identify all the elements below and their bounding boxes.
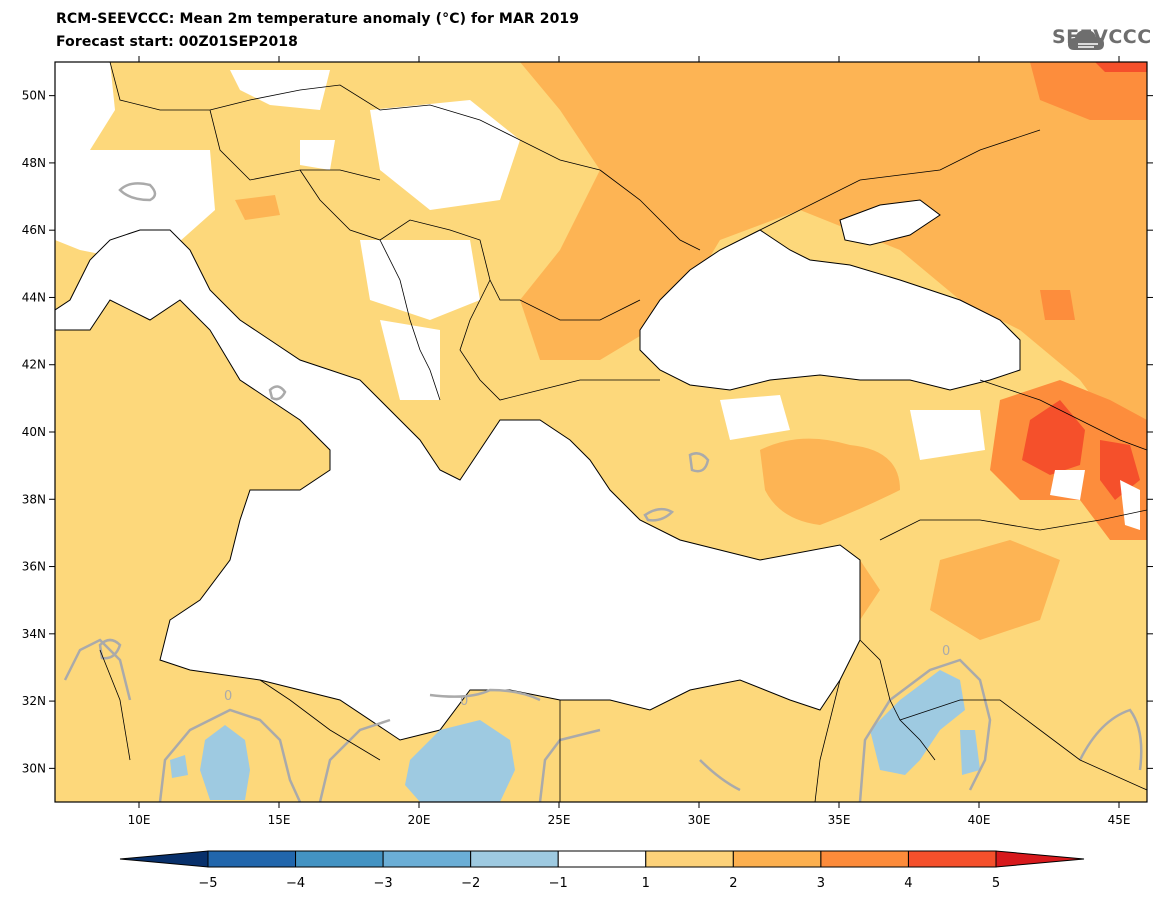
colorbar-label: 2 [729,876,737,891]
contour-label: 0 [460,694,468,709]
lat-tick-label: 44N [22,290,46,304]
lat-tick-label: 30N [22,761,46,775]
colorbar-segment [470,850,559,868]
colorbar-label: 1 [642,876,650,891]
lat-tick-label: 50N [22,89,46,103]
colorbar-label: −3 [374,876,393,891]
colorbar-segment [295,850,384,868]
colorbar-label: −2 [461,876,480,891]
colorbar-label: 4 [904,876,912,891]
lat-tick-label: 48N [22,156,46,170]
lat-tick-label: 34N [22,627,46,641]
lat-tick-label: 32N [22,694,46,708]
colorbar-label: −4 [286,876,305,891]
colorbar-segment [382,850,472,868]
country-borders [99,62,1147,802]
longitude-ticks: 10E 15E 20E 25E 30E 35E 40E 45E [128,56,1131,827]
colorbar-label: −1 [549,876,568,891]
contour-label: 0 [942,644,950,659]
colorbar: −5 −4 −3 −2 −1 1 2 3 4 5 [119,850,1085,891]
forecast-start-label: Forecast start: 00Z01SEP2018 [56,34,298,50]
colorbar-segment [207,850,297,868]
anomaly-4-5-regions [1022,62,1147,500]
lon-tick-label: 40E [968,813,991,827]
lat-tick-label: 46N [22,223,46,237]
colorbar-segment [557,850,647,868]
logo-text: SEEVCCC [1052,26,1152,48]
colorbar-segment [645,850,734,868]
colorbar-label: 5 [992,876,1000,891]
colorbar-right-arrow [995,850,1085,868]
lon-tick-label: 45E [1108,813,1131,827]
sea-areas [55,199,1021,741]
colorbar-segment [732,850,822,868]
lon-tick-label: 15E [268,813,291,827]
anomaly-neg1-neg2-regions [170,670,980,802]
lon-tick-label: 35E [828,813,851,827]
colorbar-label: 3 [817,876,825,891]
sea-of-azov [839,199,941,246]
lat-tick-label: 36N [22,560,46,574]
anomaly-near-zero-land [55,62,1140,530]
colorbar-left-arrow [119,850,209,868]
lon-tick-label: 10E [128,813,151,827]
lon-tick-label: 25E [548,813,571,827]
latitude-ticks: 50N 48N 46N 44N 42N 40N 38N 36N 34N 32N 30N [22,89,1153,775]
lon-tick-label: 20E [408,813,431,827]
colorbar-segment [820,850,909,868]
lat-tick-label: 42N [22,358,46,372]
lat-tick-label: 38N [22,492,46,506]
zero-contours [63,182,1143,802]
contour-label: 0 [224,689,232,704]
map-title: RCM-SEEVCCC: Mean 2m temperature anomaly… [56,11,580,27]
colorbar-segment [907,850,997,868]
cloud-logo-icon [1068,30,1104,50]
colorbar-label: −5 [198,876,217,891]
black-sea [639,229,1021,391]
lon-tick-label: 30E [688,813,711,827]
mediterranean-sea [55,229,861,741]
lat-tick-label: 40N [22,425,46,439]
